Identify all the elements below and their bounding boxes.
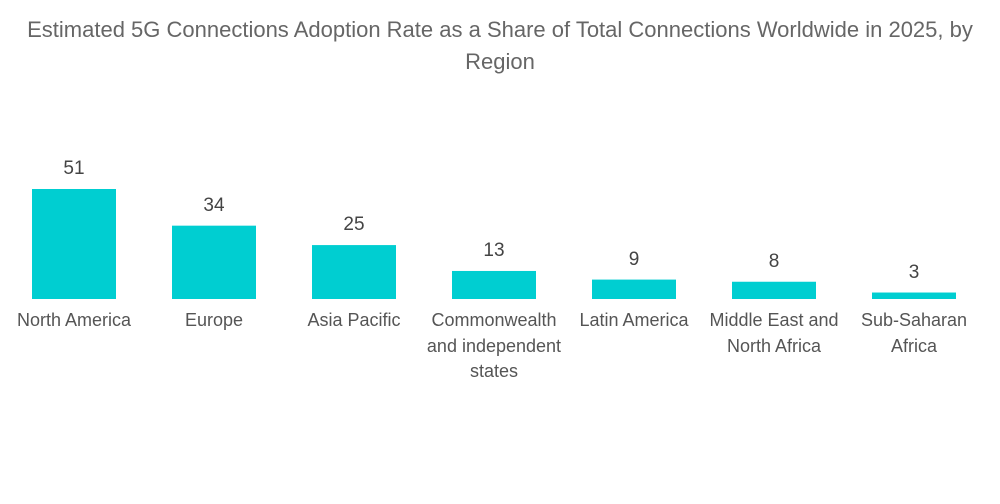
- data-label: 34: [203, 194, 225, 216]
- bar: [312, 245, 396, 299]
- bar: [872, 292, 956, 299]
- category-label: Sub-Saharan Africa: [860, 310, 968, 356]
- data-label: 25: [343, 214, 365, 236]
- data-label: 8: [768, 250, 780, 272]
- bar: [32, 189, 116, 299]
- category-label: Europe: [184, 310, 244, 330]
- category-label: Middle East and North Africa: [709, 310, 839, 356]
- data-label: 9: [628, 248, 640, 270]
- category-label: Latin America: [579, 310, 689, 330]
- data-label: 51: [63, 158, 85, 179]
- category-label: Asia Pacific: [307, 310, 401, 330]
- data-label: 3: [908, 261, 920, 283]
- bar: [172, 225, 256, 299]
- bar: [592, 279, 676, 299]
- chart-title: Estimated 5G Connections Adoption Rate a…: [27, 17, 973, 74]
- data-label: 13: [483, 239, 505, 261]
- bar: [452, 270, 536, 299]
- category-label: Commonwealth and independent states: [426, 310, 562, 381]
- bar: [732, 281, 816, 299]
- category-label: North America: [16, 310, 132, 330]
